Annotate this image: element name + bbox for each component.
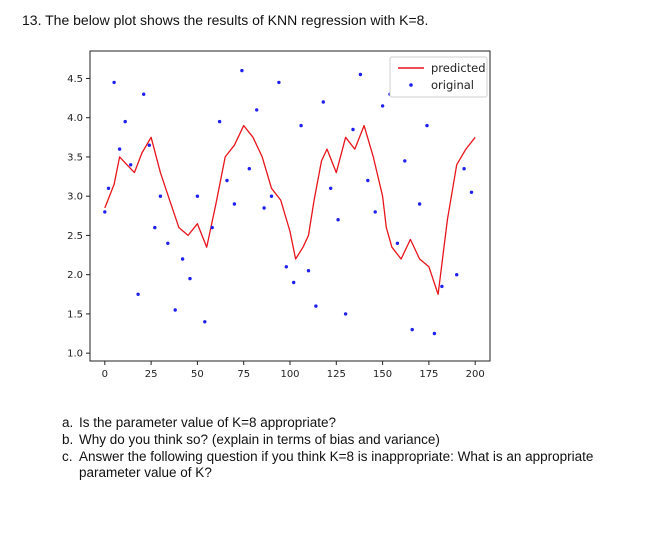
original-point — [417, 202, 422, 206]
original-point — [314, 304, 318, 308]
x-tick-label: 50 — [191, 369, 204, 380]
question-13: 13. The below plot shows the results of … — [22, 12, 428, 28]
original-point — [292, 280, 296, 285]
legend-point-swatch — [409, 83, 413, 87]
original-point — [255, 108, 259, 112]
subquestion-c-text: Answer the following question if you thi… — [79, 449, 594, 480]
original-point — [147, 143, 151, 147]
y-tick-label: 1.0 — [67, 349, 83, 360]
original-point — [142, 92, 146, 96]
original-point — [166, 241, 170, 245]
legend-original: original — [431, 78, 474, 92]
original-point — [106, 186, 111, 190]
original-point — [358, 72, 363, 77]
original-point — [262, 206, 266, 210]
original-point — [240, 68, 244, 73]
y-tick-label: 4.0 — [67, 113, 83, 124]
question-number: 13. — [22, 12, 42, 28]
original-point — [210, 225, 214, 230]
original-point — [306, 269, 311, 273]
original-point — [277, 80, 281, 85]
original-point — [455, 273, 459, 277]
original-point — [217, 119, 222, 124]
original-point — [410, 327, 414, 332]
original-point — [425, 123, 429, 128]
original-point — [299, 123, 303, 128]
original-point — [232, 202, 237, 206]
x-tick-label: 175 — [419, 369, 438, 380]
x-tick-label: 100 — [280, 369, 299, 380]
legend-frame — [389, 56, 488, 98]
original-point — [103, 210, 107, 214]
original-point — [112, 80, 116, 85]
legend-predicted: predicted — [431, 61, 486, 75]
original-point — [173, 308, 177, 312]
subquestion-b-label: b. — [62, 432, 74, 447]
original-point — [247, 167, 251, 171]
original-point — [440, 284, 444, 289]
original-point — [321, 100, 325, 104]
plot-area — [89, 50, 491, 362]
x-tick-label: 200 — [466, 369, 485, 380]
subquestion-c: c. Answer the following question if you … — [62, 449, 619, 481]
original-point — [336, 218, 340, 222]
x-tick-label: 125 — [327, 369, 346, 380]
predicted-line — [104, 124, 476, 295]
original-point — [462, 167, 466, 171]
subquestion-a-label: a. — [62, 415, 74, 430]
x-tick-label: 0 — [102, 369, 108, 380]
y-tick-label: 2.5 — [67, 231, 83, 242]
x-tick-label: 75 — [237, 369, 250, 380]
original-point — [432, 331, 437, 336]
original-point — [380, 104, 385, 108]
original-point — [269, 194, 274, 198]
original-point — [180, 257, 185, 261]
original-point — [129, 163, 133, 167]
original-point — [351, 127, 355, 132]
original-point — [329, 186, 333, 190]
knn-regression-plot: 1.0 1.5 2.0 2.5 3.0 3.5 4.0 4.5 0 25 50 75 100 125 15… — [50, 45, 495, 395]
original-point — [117, 147, 122, 151]
subquestion-c-label: c. — [62, 449, 73, 464]
original-point — [366, 178, 370, 183]
subquestion-a-text: Is the parameter value of K=8 appropriat… — [79, 415, 337, 430]
subquestion-b: b. Why do you think so? (explain in term… — [62, 432, 619, 448]
y-tick-label: 1.5 — [67, 309, 83, 320]
original-point — [403, 159, 407, 163]
original-point — [284, 265, 288, 269]
original-point — [153, 225, 157, 230]
subquestion-b-text: Why do you think so? (explain in terms o… — [79, 432, 440, 447]
original-point — [343, 312, 348, 316]
original-point — [373, 210, 377, 214]
original-point — [395, 241, 400, 245]
original-point — [195, 194, 200, 198]
original-point — [203, 320, 207, 324]
x-tick-label: 150 — [373, 369, 392, 380]
original-point — [136, 292, 140, 296]
y-tick-label: 4.5 — [67, 74, 83, 85]
original-point — [225, 178, 229, 183]
legend: predicted original — [389, 56, 488, 98]
original-point — [158, 194, 163, 198]
y-tick-label: 2.0 — [67, 270, 83, 281]
original-point — [188, 276, 192, 281]
y-tick-label: 3.0 — [67, 192, 83, 203]
x-tick-label: 25 — [145, 369, 158, 380]
subquestion-a: a. Is the parameter value of K=8 appropr… — [62, 415, 619, 431]
original-point — [469, 190, 474, 194]
original-point — [123, 119, 127, 124]
question-text: The below plot shows the results of KNN … — [45, 12, 429, 28]
y-tick-label: 3.5 — [67, 152, 83, 163]
